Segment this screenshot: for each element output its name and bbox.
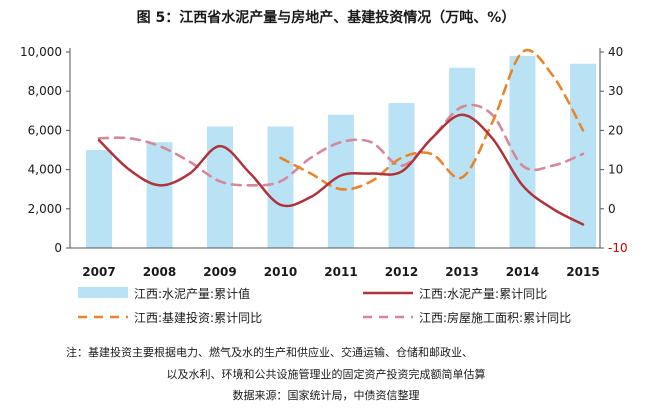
right-tick-label: -10 bbox=[608, 241, 628, 255]
bar-2008 bbox=[146, 142, 173, 248]
left-tick-label: 2,000 bbox=[28, 202, 62, 216]
note-line-2: 以及水利、环境和公共设施管理业的固定资产投资完成额简单估算 bbox=[167, 367, 486, 381]
series-line-2 bbox=[279, 48, 585, 191]
chart-title: 图 5：江西省水泥产量与房地产、基建投资情况（万吨、%） bbox=[137, 9, 516, 26]
right-tick-label: 40 bbox=[608, 45, 623, 59]
x-tick-label: 2008 bbox=[143, 265, 176, 279]
x-tick-label: 2013 bbox=[445, 265, 478, 279]
x-tick-label: 2015 bbox=[566, 265, 599, 279]
right-tick-label: 20 bbox=[608, 123, 623, 137]
legend-label-1: 江西:水泥产量:累计同比 bbox=[419, 287, 547, 301]
legend-swatch-0 bbox=[78, 287, 128, 298]
x-tick-label: 2010 bbox=[264, 265, 297, 279]
x-axis: 2007 2008 2009 2010 2011 2012 2013 2014 2015 bbox=[70, 247, 600, 279]
note-line-1: 注：基建投资主要根据电力、燃气及水的生产和供应业、交通运输、仓储和邮政业、 bbox=[66, 345, 473, 359]
series-line-3 bbox=[97, 103, 585, 187]
x-tick-label: 2007 bbox=[82, 265, 115, 279]
left-tick-label: 8,000 bbox=[28, 84, 62, 98]
line-layer bbox=[97, 48, 585, 226]
left-tick-label: 10,000 bbox=[20, 45, 62, 59]
right-tick-label: 30 bbox=[608, 84, 623, 98]
x-tick-label: 2012 bbox=[385, 265, 418, 279]
right-axis: -10 0 10 20 30 40 bbox=[599, 45, 628, 255]
bar-layer bbox=[86, 55, 596, 249]
legend-label-3: 江西:房屋施工面积:累计同比 bbox=[419, 310, 571, 325]
bar-2010 bbox=[267, 126, 294, 248]
left-tick-label: 0 bbox=[54, 241, 62, 255]
left-axis: 0 2,000 4,000 6,000 8,000 10,000 bbox=[20, 45, 71, 255]
bar-2015 bbox=[570, 63, 596, 249]
right-tick-label: 0 bbox=[608, 202, 616, 216]
x-tick-label: 2009 bbox=[203, 265, 236, 279]
left-tick-label: 6,000 bbox=[28, 123, 62, 137]
x-tick-label: 2014 bbox=[506, 265, 539, 279]
bar-2009 bbox=[207, 126, 233, 248]
series-line-1 bbox=[97, 113, 585, 226]
right-tick-label: 10 bbox=[608, 163, 623, 177]
source-line: 数据来源：国家统计局，中债资信整理 bbox=[233, 388, 420, 402]
left-tick-label: 4,000 bbox=[28, 163, 62, 177]
legend-label-0: 江西:水泥产量:累计值 bbox=[134, 286, 250, 301]
legend-label-2: 江西:基建投资:累计同比 bbox=[134, 310, 262, 325]
x-tick-label: 2011 bbox=[324, 265, 357, 279]
bar-2013 bbox=[449, 67, 475, 249]
bar-2007 bbox=[86, 150, 112, 248]
